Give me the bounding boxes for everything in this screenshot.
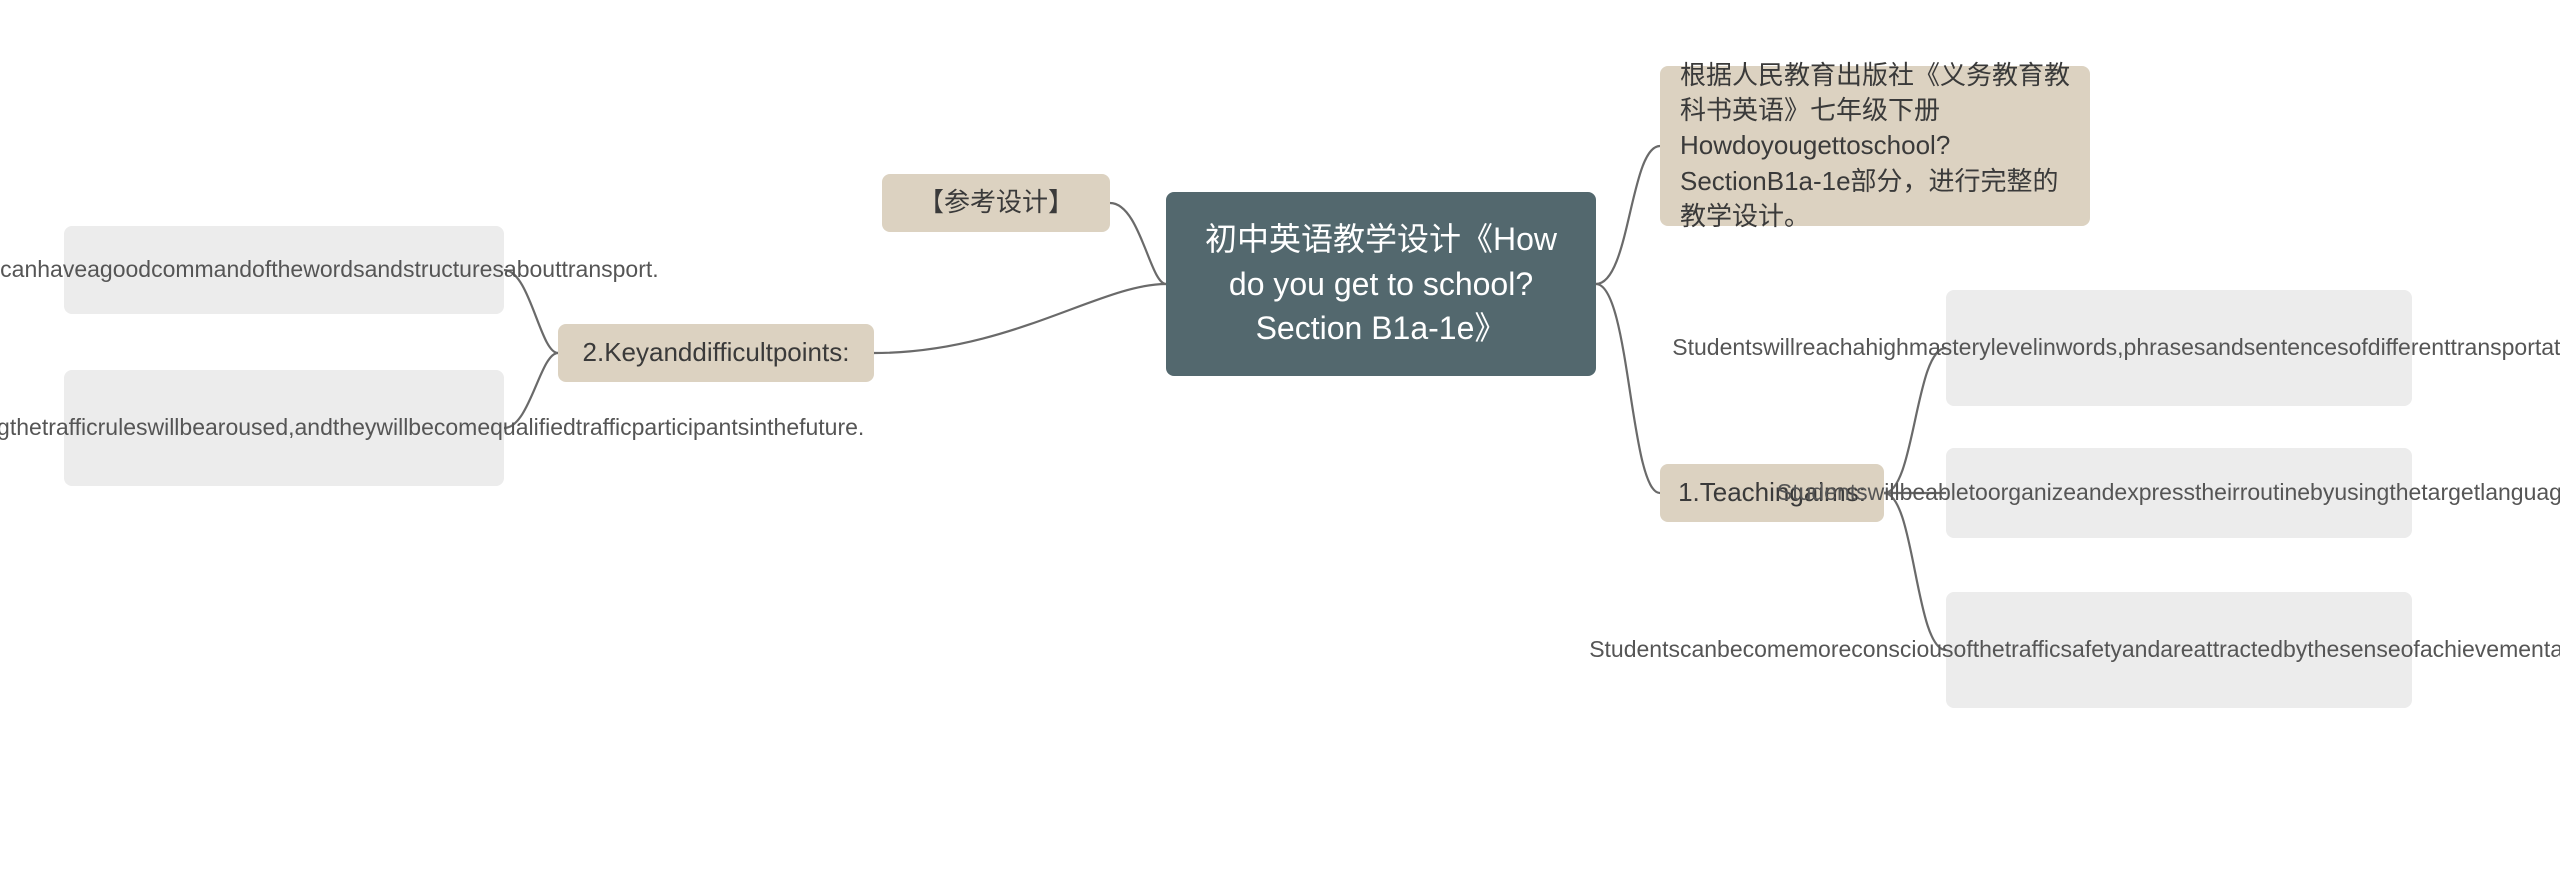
key-points-node: 2.Keyanddifficultpoints: [558, 324, 874, 382]
ref-design-node: 【参考设计】 [882, 174, 1110, 232]
key-point-leaf: Studentscanhaveagoodcommandofthewordsand… [64, 226, 504, 314]
key-point-leaf: Students'awarenessofobeyingthetrafficrul… [64, 370, 504, 486]
center-node: 初中英语教学设计《How do you get to school? Secti… [1166, 192, 1596, 376]
intro-node: 根据人民教育出版社《义务教育教科书英语》七年级下册Howdoyougettosc… [1660, 66, 2090, 226]
teaching-aim-leaf: Studentscanbecomemoreconsciousofthetraff… [1946, 592, 2412, 708]
teaching-aim-leaf: Studentswillbeabletoorganizeandexpressth… [1946, 448, 2412, 538]
teaching-aim-leaf: Studentswillreachahighmasterylevelinword… [1946, 290, 2412, 406]
